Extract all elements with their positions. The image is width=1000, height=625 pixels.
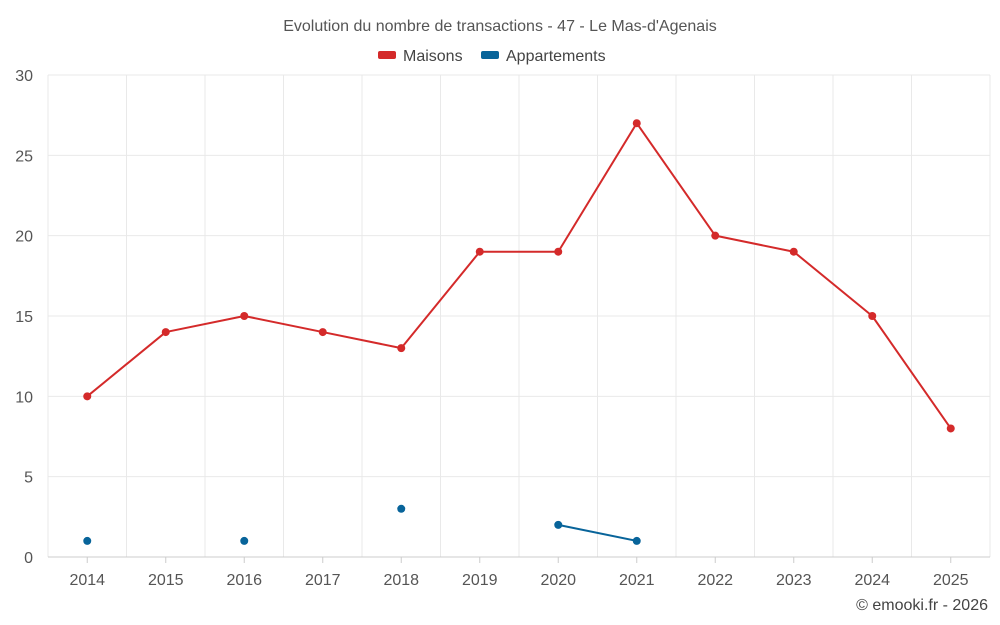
series-layer — [83, 119, 955, 545]
x-tick-label: 2019 — [462, 572, 498, 589]
x-tick-label: 2025 — [933, 572, 969, 589]
y-tick-label: 15 — [15, 309, 33, 326]
legend-item-maisons[interactable]: Maisons — [378, 48, 463, 65]
y-tick-label: 20 — [15, 229, 33, 246]
data-point-appartements[interactable] — [397, 504, 406, 513]
y-tick-label: 5 — [24, 470, 33, 487]
legend-label-appartements: Appartements — [506, 48, 606, 65]
data-point-maisons[interactable] — [397, 344, 406, 353]
data-point-maisons[interactable] — [240, 312, 249, 320]
x-tick-label: 2023 — [776, 572, 812, 589]
x-tick-label: 2022 — [697, 572, 733, 589]
data-point-maisons[interactable] — [632, 119, 641, 128]
credit-text: © emooki.fr - 2026 — [856, 597, 988, 614]
data-point-maisons[interactable] — [946, 424, 955, 433]
data-point-appartements[interactable] — [554, 520, 563, 529]
legend-label-maisons: Maisons — [403, 48, 463, 65]
data-point-maisons[interactable] — [161, 328, 170, 337]
series-line-appartements — [558, 523, 637, 542]
x-tick-label: 2018 — [383, 572, 419, 589]
x-tick-label: 2014 — [69, 572, 105, 589]
data-point-maisons[interactable] — [554, 247, 563, 256]
x-tick-label: 2020 — [540, 572, 576, 589]
data-point-maisons[interactable] — [868, 312, 877, 320]
y-tick-label: 30 — [15, 68, 33, 85]
data-point-appartements[interactable] — [632, 536, 641, 545]
y-axis: 0 5 10 15 20 25 30 — [15, 68, 33, 567]
series-appartements — [83, 504, 641, 545]
series-line-maisons — [86, 122, 952, 430]
data-point-maisons[interactable] — [475, 247, 484, 256]
chart-title: Evolution du nombre de transactions - 47… — [283, 18, 717, 35]
data-point-appartements[interactable] — [83, 536, 92, 545]
x-tick-label: 2024 — [854, 572, 890, 589]
data-point-maisons[interactable] — [318, 328, 327, 337]
series-maisons — [83, 119, 955, 433]
grid — [47, 74, 991, 557]
data-point-maisons[interactable] — [83, 392, 92, 401]
x-tick-label: 2021 — [619, 572, 655, 589]
data-point-appartements[interactable] — [240, 536, 249, 545]
y-tick-label: 0 — [24, 550, 33, 567]
data-point-maisons[interactable] — [711, 231, 720, 240]
legend-swatch-appartements — [481, 51, 499, 59]
legend-item-appartements[interactable]: Appartements — [481, 48, 606, 65]
x-tick-label: 2015 — [148, 572, 184, 589]
x-tick-label: 2017 — [305, 572, 341, 589]
data-point-maisons[interactable] — [789, 247, 798, 256]
x-axis: 2014 2015 2016 2017 2018 2019 2020 2021 2022 2023… — [48, 556, 990, 589]
y-tick-label: 10 — [15, 389, 33, 406]
legend: Maisons Appartements — [378, 48, 606, 65]
y-tick-label: 25 — [15, 148, 33, 165]
x-tick-label: 2016 — [226, 572, 262, 589]
legend-swatch-maisons — [378, 51, 396, 59]
